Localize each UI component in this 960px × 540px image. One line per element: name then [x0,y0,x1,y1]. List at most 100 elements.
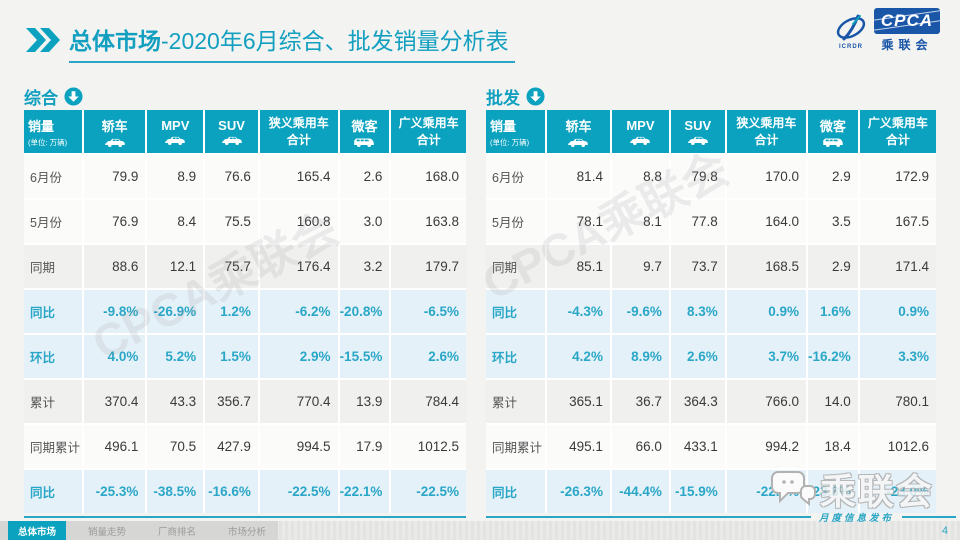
row-label: 同期 [24,245,82,288]
row-label: 同期 [486,245,545,288]
column-title-line2: 合计 [754,132,779,147]
cell: -16.2% [807,335,858,378]
sedan-icon [104,137,126,148]
cpca-logo: ICRDR CPCA 乘联会 [833,8,940,53]
cell: 770.4 [259,380,338,423]
column-header: 广义乘用车 合计 [859,110,936,153]
footer-tab-厂商排名[interactable]: 厂商排名 [157,526,196,538]
footer-tab-销量走势[interactable]: 销量走势 [87,526,126,538]
row-label: 同比 [24,290,82,333]
cell: 365.1 [546,380,610,423]
cell: -9.6% [611,290,669,333]
cell: 0.9% [726,290,806,333]
cell: 4.2% [546,335,610,378]
cell: 496.1 [83,425,146,468]
column-title-line2: 合计 [286,132,311,147]
cell: -25.3% [83,470,146,513]
cell: 79.9 [83,155,146,198]
circle-down-arrow-icon [526,86,545,106]
title-bar: 总体市场-2020年6月综合、批发销量分析表 [26,22,515,63]
page-title-prefix: 总体市场 [69,28,161,54]
column-title: 广义乘用车 [867,116,928,131]
double-chevron-icon [26,28,60,52]
column-header: 广义乘用车 合计 [391,110,466,153]
cell: 17.9 [339,425,390,468]
cell: 76.6 [205,155,258,198]
column-header: SUV [205,110,258,153]
column-title: 轿车 [565,118,592,134]
footer-tab-市场分析[interactable]: 市场分析 [227,526,266,538]
row-label: 同比 [486,470,545,513]
monthly-release-ribbon: 月度信息发布 [486,511,956,524]
cell: -6.2% [259,290,338,333]
cell: 2.9 [807,245,858,288]
cell: 8.3% [670,290,725,333]
table-zonghe: 销量 (单位: 万辆) 轿车 MPV SUV 狭义乘用车 合计 微客 广义乘用车 合计 6月份 79.… [24,110,466,513]
column-header: 轿车 [83,110,146,153]
column-header: 销量 (单位: 万辆) [24,110,82,153]
cell: 73.7 [670,245,725,288]
column-header: 微客 [807,110,858,153]
cell: 356.7 [205,380,258,423]
page-title: 总体市场-2020年6月综合、批发销量分析表 [69,22,515,63]
row-label: 6月份 [486,155,545,198]
cell: 8.1 [611,200,669,243]
cell: 370.4 [83,380,146,423]
section-header-pifa: 批发 [486,84,936,108]
cell: 75.5 [205,200,258,243]
cell: 994.2 [726,425,806,468]
cell: -26.3% [546,470,610,513]
row-label: 同比 [486,290,545,333]
column-title: 微客 [819,118,846,134]
cell: 3.0 [339,200,390,243]
cell: 780.1 [859,380,936,423]
row-label: 同比 [24,470,82,513]
column-title: 狭义乘用车 [268,116,329,131]
footer-tabstrip: 总体市场 销量走势 厂商排名 市场分析 [0,521,278,540]
column-title: 销量 [28,118,55,134]
cell: 433.1 [670,425,725,468]
column-title: MPV [161,117,190,133]
cell: -44.4% [611,470,669,513]
column-title: 销量 [490,118,517,134]
cell: 75.7 [205,245,258,288]
section-label: 批发 [486,88,520,108]
cell: 9.7 [611,245,669,288]
mpv-icon [629,135,651,146]
cell: 43.3 [147,380,204,423]
cell: 1012.5 [391,425,466,468]
column-title: 广义乘用车 [398,116,459,131]
cell: -6.5% [391,290,466,333]
section-label: 综合 [24,88,58,108]
column-title-line2: 合计 [416,132,441,147]
cell: 495.1 [546,425,610,468]
table-pifa: 销量 (单位: 万辆) 轿车 MPV SUV 狭义乘用车 合计 微客 广义乘用车 合计 6月份 81.… [486,110,936,513]
mpv-icon [164,135,186,146]
cell: 1.2% [205,290,258,333]
cell: 88.6 [83,245,146,288]
cell: 3.2 [339,245,390,288]
cell: 179.7 [391,245,466,288]
footer-tab-总体市场[interactable]: 总体市场 [8,521,66,540]
cell: -15.5% [339,335,390,378]
logo-brand: CPCA [880,11,934,30]
cell: 8.8 [611,155,669,198]
cell: -26.9% [147,290,204,333]
cell: 76.9 [83,200,146,243]
row-label: 同期累计 [486,425,545,468]
row-label: 累计 [24,380,82,423]
row-label: 5月份 [486,200,545,243]
cell: 8.9 [147,155,204,198]
cell: 3.7% [726,335,806,378]
column-header: 狭义乘用车 合计 [726,110,806,153]
column-unit-note: (单位: 万辆) [490,137,530,147]
cell: 1.5% [205,335,258,378]
cell: 36.7 [611,380,669,423]
cell: 2.6% [670,335,725,378]
cell: 167.5 [859,200,936,243]
page-number: 4 [941,525,948,537]
section-pifa: 批发 销量 (单位: 万辆) 轿车 MPV SUV 狭义乘用车 合计 微客 广义乘用车 合计 6月份… [486,84,936,513]
column-header: MPV [611,110,669,153]
cell: -23.8% [807,470,858,513]
